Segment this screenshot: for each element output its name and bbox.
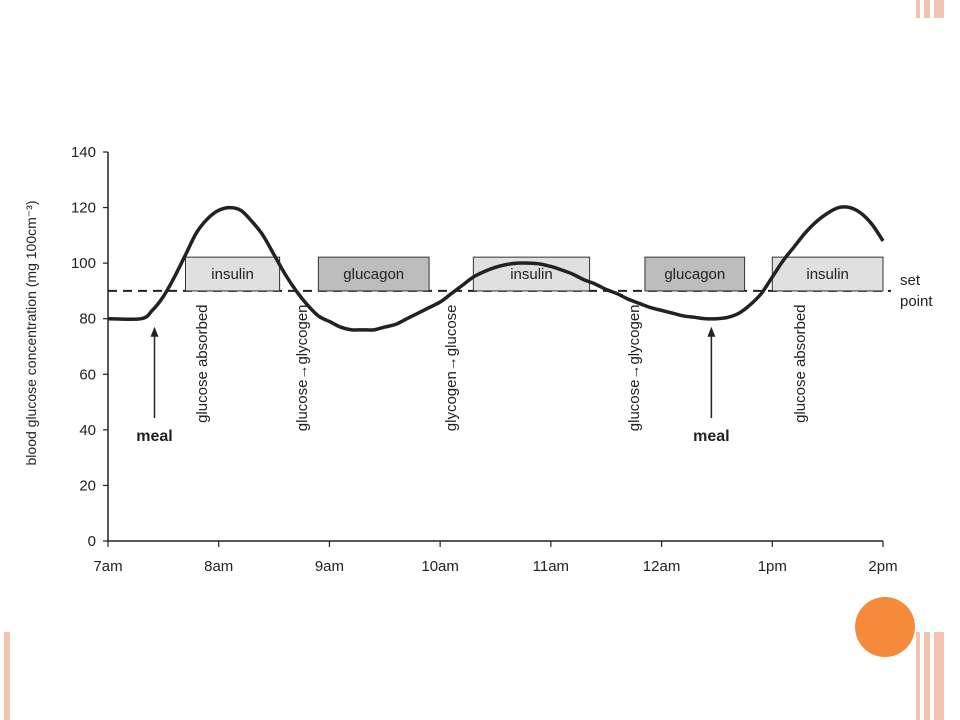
y-tick-label: 80 bbox=[79, 311, 96, 328]
hormone-box bbox=[771, 256, 884, 292]
x-tick-label: 2pm bbox=[868, 558, 897, 575]
process-annotation: glucose→glycogen bbox=[294, 304, 311, 431]
meal-arrow-head bbox=[150, 326, 159, 337]
orange-accent-circle bbox=[855, 597, 915, 657]
set-point-label: set bbox=[900, 272, 921, 289]
left-edge-stripe bbox=[4, 632, 10, 720]
hormone-box bbox=[185, 256, 281, 292]
x-tick-label: 1pm bbox=[758, 558, 787, 575]
x-tick-label: 12am bbox=[643, 558, 681, 575]
y-tick-label: 40 bbox=[79, 422, 96, 439]
glucose-curve bbox=[107, 205, 885, 332]
y-tick-label: 100 bbox=[71, 255, 96, 272]
hormone-box bbox=[644, 256, 746, 292]
hormone-box bbox=[317, 256, 430, 292]
hormone-label: insulin bbox=[806, 266, 849, 283]
y-tick-label: 0 bbox=[88, 533, 96, 550]
hormone-label: insulin bbox=[510, 266, 553, 283]
x-tick-label: 10am bbox=[421, 558, 459, 575]
bottom-right-stripes bbox=[916, 632, 946, 720]
process-annotation: glycogen→glucose bbox=[443, 304, 460, 431]
process-annotation: glucose absorbed bbox=[792, 304, 809, 422]
hormone-label: glucagon bbox=[343, 266, 404, 283]
x-tick-label: 7am bbox=[93, 558, 122, 575]
x-tick-label: 8am bbox=[204, 558, 233, 575]
y-tick-label: 20 bbox=[79, 477, 96, 494]
y-tick-label: 60 bbox=[79, 366, 96, 383]
y-axis-label: blood glucose concentration (mg 100cm⁻³) bbox=[23, 201, 39, 466]
x-tick-label: 11am bbox=[533, 558, 569, 575]
process-annotation: glucose absorbed bbox=[194, 304, 211, 422]
set-point-label: point bbox=[900, 293, 933, 310]
hormone-label: insulin bbox=[211, 266, 254, 283]
y-tick-label: 120 bbox=[71, 200, 96, 217]
meal-label: meal bbox=[136, 428, 172, 445]
hormone-label: glucagon bbox=[664, 266, 725, 283]
meal-label: meal bbox=[693, 428, 729, 445]
x-tick-label: 9am bbox=[315, 558, 344, 575]
top-right-stripes bbox=[916, 0, 946, 18]
y-tick-label: 140 bbox=[71, 144, 96, 161]
process-annotation: glucose→glycogen bbox=[626, 304, 643, 431]
meal-arrow-head bbox=[707, 326, 716, 337]
